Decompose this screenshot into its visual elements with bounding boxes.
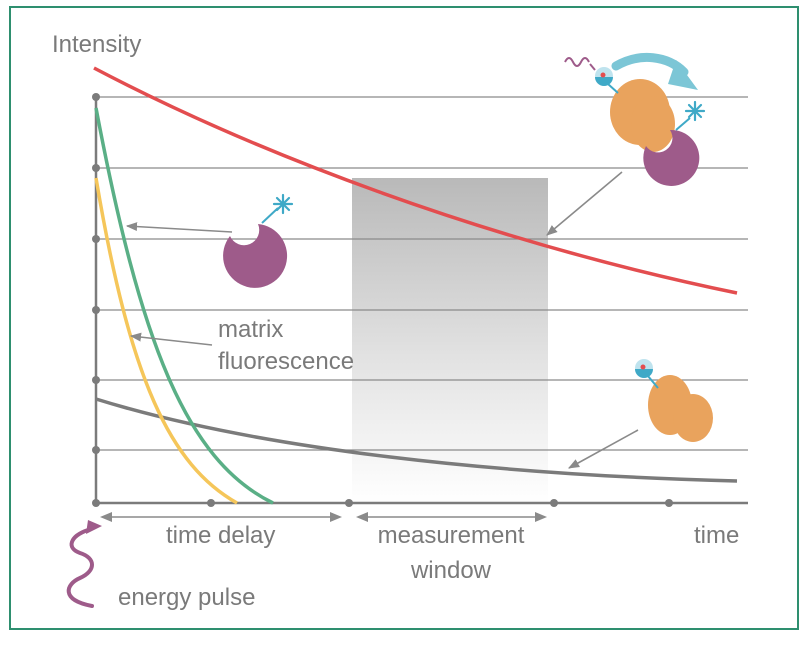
measurement-window-shade: [352, 178, 548, 503]
matrix-pointer: [129, 332, 213, 346]
protein-pointer: [568, 429, 639, 469]
long-lifetime-curve: [93, 66, 738, 295]
time-delay-label: time delay: [166, 522, 276, 549]
matrix-label-line2: fluorescence: [218, 348, 355, 375]
axis-tick-dots: [92, 93, 673, 507]
unbound-protein-icon: [635, 359, 713, 442]
background-curve: [95, 397, 738, 483]
time-delay-arrow: [100, 512, 342, 522]
transfer-arrowhead: [668, 60, 698, 90]
x-axis-label: time: [694, 522, 740, 549]
window-label-line2: window: [410, 557, 492, 584]
complex-pointer: [546, 171, 623, 236]
window-label-line1: measurement: [377, 522, 525, 549]
short-lifetime-curve-green: [94, 107, 274, 505]
y-axis-label: Intensity: [52, 31, 142, 58]
free-molecule-pointer: [125, 222, 233, 233]
free-labeled-molecule-icon: [223, 193, 294, 288]
gridlines: [96, 96, 748, 451]
matrix-label-line1: matrix: [218, 316, 284, 343]
short-lifetime-curve-yellow: [94, 177, 238, 505]
energy-pulse-label: energy pulse: [118, 584, 256, 611]
energy-pulse-wave-icon: [66, 520, 102, 608]
measurement-window-arrow: [356, 512, 547, 522]
bound-complex-icon: [564, 57, 706, 186]
